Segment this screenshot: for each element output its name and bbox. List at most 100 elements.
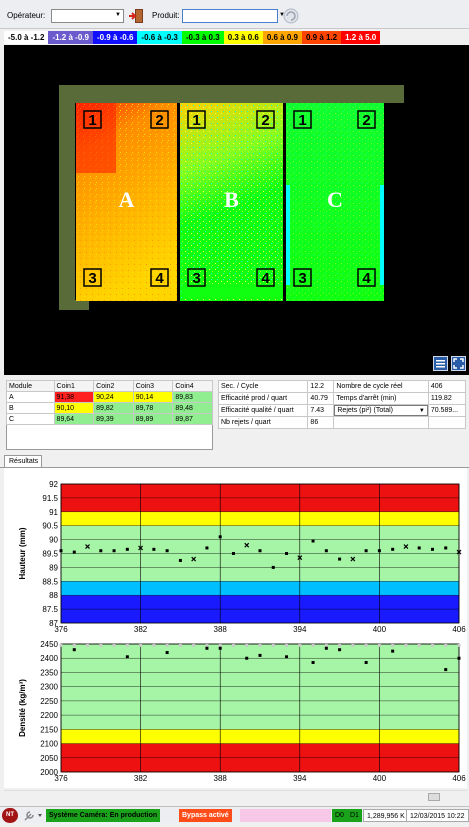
- column-header[interactable]: Coin4: [172, 380, 213, 392]
- x-tick-label: 388: [214, 625, 228, 634]
- legend-item: 0.6 à 0.9: [262, 31, 302, 44]
- tools-menu-button[interactable]: [22, 809, 44, 822]
- ref-point: [72, 643, 76, 647]
- legend-item: -0.6 à -0.3: [137, 31, 182, 44]
- status-empty: [240, 809, 331, 822]
- ref-point: [258, 643, 262, 647]
- column-header[interactable]: Module: [6, 380, 55, 392]
- y-tick-label: 2150: [40, 725, 58, 734]
- table-cell: 90,24: [93, 391, 134, 403]
- y-tick-label: 87: [49, 619, 58, 628]
- x-tick-label: 394: [293, 774, 307, 783]
- column-header[interactable]: Coin2: [93, 380, 134, 392]
- data-point: [350, 556, 356, 562]
- chevron-down-icon: ▼: [115, 12, 121, 18]
- data-point: [403, 544, 409, 549]
- data-point: [391, 649, 395, 653]
- ref-point: [364, 643, 368, 647]
- module-letter: C: [327, 187, 343, 212]
- x-tick-label: 394: [293, 625, 307, 634]
- data-point: [311, 660, 315, 664]
- refresh-button[interactable]: [282, 7, 300, 25]
- legend-item: -0.3 à 0.3: [181, 31, 224, 44]
- ref-point: [59, 643, 63, 647]
- horizontal-scrollbar[interactable]: [4, 790, 467, 802]
- table-row: Efficacité prod / quart 40.79 Temps d'arrê…: [217, 392, 467, 405]
- data-point: [218, 646, 222, 650]
- table-row: Sec. / Cycle 12.2 Nombre de cycle réel 406: [217, 380, 467, 393]
- rejects-select-value: Rejets (pi²) (Total): [337, 407, 393, 414]
- y-tick-label: 2350: [40, 668, 58, 677]
- y-tick-label: 2100: [40, 740, 58, 749]
- data-point: [285, 552, 289, 555]
- view-list-button[interactable]: [433, 356, 448, 371]
- d0-indicator: D0: [332, 809, 347, 822]
- y-tick-label: 89.5: [42, 550, 58, 559]
- scrollbar-thumb[interactable]: [428, 793, 440, 801]
- ref-point: [457, 643, 461, 647]
- x-tick-label: 400: [373, 625, 387, 634]
- ref-point: [152, 643, 156, 647]
- operator-select[interactable]: ▼: [51, 9, 124, 23]
- ref-point: [404, 643, 408, 647]
- table-row[interactable]: A 91,38 90,24 90,14 89,83: [6, 391, 213, 403]
- table-cell: 90,14: [132, 391, 174, 403]
- ref-point: [298, 643, 302, 647]
- ref-point: [271, 643, 275, 647]
- table-row[interactable]: C 89,64 89,39 89,89 89,87: [6, 413, 213, 425]
- table-cell: 89,39: [93, 413, 134, 425]
- chevron-down-icon: ▼: [279, 12, 285, 18]
- y-tick-label: 92: [49, 480, 58, 489]
- data-point: [112, 549, 116, 553]
- data-point: [72, 550, 76, 554]
- y-tick-label: 88: [49, 591, 58, 600]
- legend-item: 1.2 à 5.0: [341, 31, 381, 44]
- ref-point: [417, 643, 421, 647]
- tab-results[interactable]: Résultats: [4, 455, 42, 468]
- table-row[interactable]: B 90,10 89,82 89,78 89,48: [6, 402, 213, 414]
- fullscreen-button[interactable]: [451, 356, 466, 371]
- list-icon: [436, 360, 445, 368]
- data-point: [138, 545, 144, 551]
- product-label: Produit:: [152, 11, 180, 20]
- y-tick-label: 89: [49, 563, 58, 572]
- table-cell: Temps d'arrêt (min): [333, 392, 429, 405]
- ref-point: [192, 643, 196, 647]
- column-header[interactable]: Coin3: [132, 380, 174, 392]
- table-cell: 89,64: [53, 413, 95, 425]
- corner-label: 4: [155, 270, 164, 287]
- camera-status: Système Caméra: En production: [46, 809, 161, 822]
- bypass-status: Bypass activé: [179, 809, 232, 822]
- data-point: [324, 549, 328, 553]
- legend-item: 0.3 à 0.6: [223, 31, 263, 44]
- data-point: [338, 557, 342, 561]
- data-point: [99, 549, 103, 553]
- data-point: [205, 646, 209, 650]
- data-point: [338, 648, 342, 652]
- x-tick-label: 400: [373, 774, 387, 783]
- x-tick-label: 382: [134, 625, 148, 634]
- rejects-select[interactable]: Rejets (pi²) (Total) ▼: [334, 405, 428, 416]
- corner-label: 1: [192, 112, 200, 129]
- ref-point: [444, 643, 448, 647]
- data-point: [205, 546, 209, 550]
- ref-point: [245, 643, 249, 647]
- product-select[interactable]: ▼: [182, 9, 285, 23]
- data-point: [444, 668, 448, 672]
- y-axis-label: Hauteur (mm): [18, 527, 27, 579]
- ref-point: [99, 643, 103, 647]
- x-tick-label: 382: [134, 774, 148, 783]
- datetime: 12/03/2015 10:22: [406, 809, 469, 822]
- data-point: [297, 555, 303, 561]
- login-button[interactable]: [127, 7, 145, 25]
- y-tick-label: 90: [49, 536, 58, 545]
- corner-label: 2: [261, 112, 269, 129]
- legend-item: 0.9 à 1.2: [301, 31, 342, 44]
- data-point: [456, 549, 462, 555]
- x-tick-label: 388: [214, 774, 228, 783]
- table-cell: 89,89: [132, 413, 174, 425]
- column-header[interactable]: Coin1: [53, 380, 95, 392]
- corner-marker: 1: [83, 110, 102, 129]
- results-panel: 87 87.5 88 88.5 89 89.5 90 90.5 91 91.5 92 376 382 38…: [4, 468, 467, 788]
- data-point: [258, 653, 262, 657]
